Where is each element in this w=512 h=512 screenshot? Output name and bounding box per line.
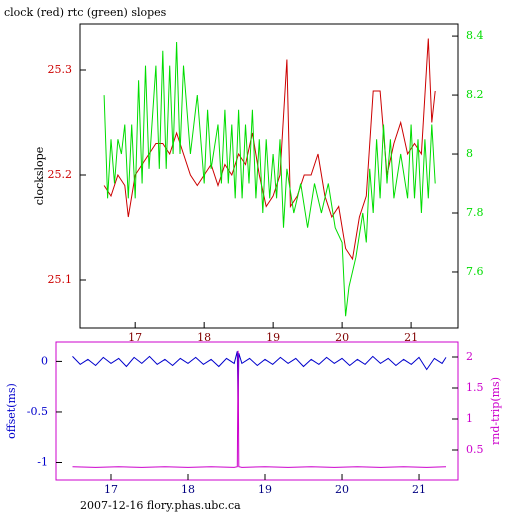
x-tick-label: 19 [266,331,280,344]
plot-frame [79,23,459,329]
y-tick-label: 25.1 [48,273,73,286]
data-line [72,350,447,468]
y2-tick-label: 1.5 [466,381,484,394]
x-tick-label: 21 [404,331,418,344]
x-tick-label: 19 [258,483,272,496]
y2-tick-label: 8.2 [466,88,484,101]
y-axis-label: offset(ms) [5,383,18,439]
x-tick-label: 17 [128,331,142,344]
y-axis-label: clockslope [33,147,46,205]
data-line [103,41,436,317]
data-line [72,351,447,408]
x-tick-label: 20 [335,483,349,496]
chart-title: clock (red) rtc (green) slopes [4,6,167,19]
y-tick-label: -0.5 [27,405,48,418]
plot-frame [55,341,459,481]
y2-tick-label: 1 [466,412,473,425]
x-tick-label: 20 [335,331,349,344]
y-tick-label: -1 [37,456,48,469]
y-tick-label: 0 [41,354,48,367]
data-line [103,38,436,261]
y2-tick-label: 2 [466,350,473,363]
y2-tick-label: 0.5 [466,443,484,456]
x-tick-label: 21 [412,483,426,496]
y-tick-label: 25.2 [48,168,73,181]
x-tick-label: 18 [181,483,195,496]
x-tick-label: 18 [197,331,211,344]
footer: 2007-12-16 flory.phas.ubc.ca [80,499,241,512]
x-tick-label: 17 [104,483,118,496]
y2-tick-label: 7.8 [466,206,484,219]
y2-tick-label: 8 [466,147,473,160]
y2-axis-label: rnd-trip(ms) [489,377,502,445]
y2-tick-label: 8.4 [466,29,484,42]
y2-tick-label: 7.6 [466,265,484,278]
y-tick-label: 25.3 [48,63,73,76]
